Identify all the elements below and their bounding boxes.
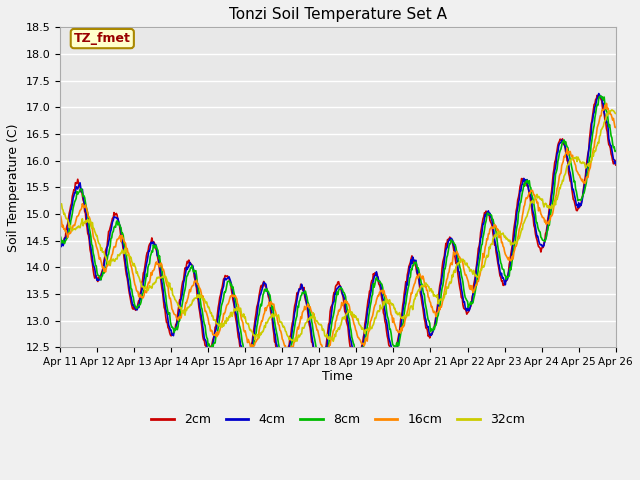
X-axis label: Time: Time (323, 370, 353, 383)
Text: TZ_fmet: TZ_fmet (74, 32, 131, 45)
Title: Tonzi Soil Temperature Set A: Tonzi Soil Temperature Set A (229, 7, 447, 22)
Y-axis label: Soil Temperature (C): Soil Temperature (C) (7, 123, 20, 252)
Legend: 2cm, 4cm, 8cm, 16cm, 32cm: 2cm, 4cm, 8cm, 16cm, 32cm (146, 408, 529, 431)
